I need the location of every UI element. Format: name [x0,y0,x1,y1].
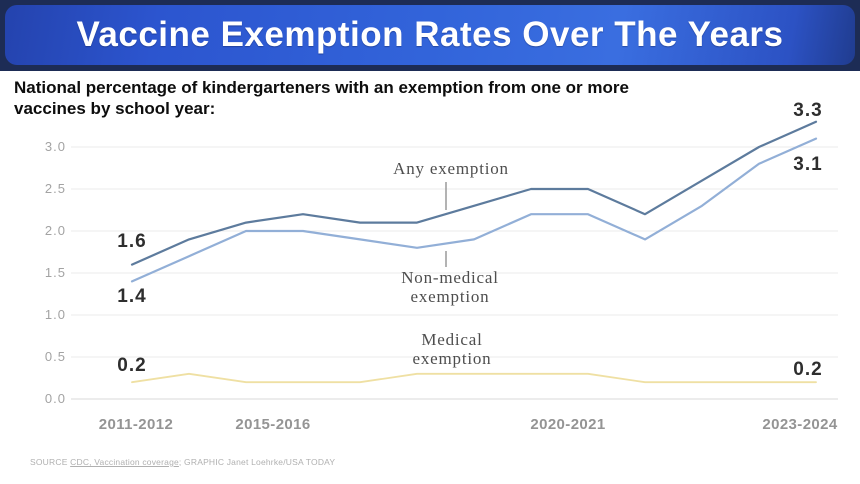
header-gradient-panel: Vaccine Exemption Rates Over The Years [5,5,855,65]
source-credit: SOURCE CDC, Vaccination coverage; GRAPHI… [30,457,335,467]
page-title: Vaccine Exemption Rates Over The Years [76,15,784,54]
graphic-credit: ; GRAPHIC Janet Loehrke/USA TODAY [178,457,336,467]
series-line-medical-exemption [131,372,817,384]
series-line-non-medical-exemption [130,137,818,283]
chart-subtitle: National percentage of kindergarteners w… [14,78,629,118]
series-line-any-exemption [130,120,818,266]
source-label: SOURCE [30,457,71,467]
header-banner: Vaccine Exemption Rates Over The Years [0,0,860,71]
source-link[interactable]: CDC, Vaccination coverage [70,457,179,467]
